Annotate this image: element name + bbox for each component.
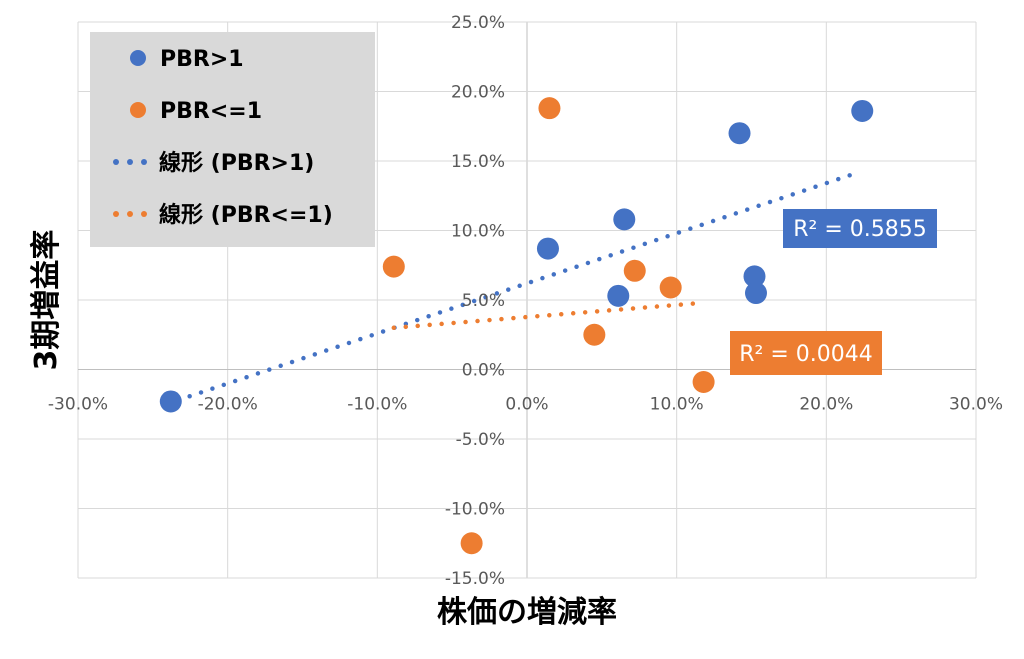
data-point-pbr-gt-1 bbox=[613, 208, 636, 231]
y-tick-label: 25.0% bbox=[451, 13, 505, 33]
trendline-orange bbox=[391, 300, 706, 331]
y-tick-label: 10.0% bbox=[451, 222, 505, 242]
data-point-pbr-le-1 bbox=[692, 371, 715, 394]
data-point-pbr-gt-1 bbox=[728, 122, 751, 145]
x-tick-label: 10.0% bbox=[650, 395, 704, 415]
legend-line-marker bbox=[127, 159, 133, 165]
y-tick-label: -10.0% bbox=[445, 500, 505, 520]
legend-label: 線形 (PBR>1) bbox=[159, 150, 314, 176]
y-tick-label: 15.0% bbox=[451, 152, 505, 172]
y-tick-label: -15.0% bbox=[445, 569, 505, 589]
legend-line-marker bbox=[141, 211, 147, 217]
y-tick-label: 5.0% bbox=[462, 291, 505, 311]
data-point-pbr-gt-1 bbox=[744, 282, 767, 305]
y-tick-label: -5.0% bbox=[456, 430, 505, 450]
legend-label: PBR<=1 bbox=[160, 99, 262, 124]
legend-label: 線形 (PBR<=1) bbox=[159, 202, 333, 228]
r2-label-box-blue bbox=[783, 209, 937, 248]
data-point-pbr-le-1 bbox=[460, 532, 483, 555]
legend-line-marker bbox=[113, 159, 119, 165]
trendline-blue bbox=[176, 169, 862, 403]
y-tick-label: 0.0% bbox=[462, 361, 505, 381]
r2-label-blue: R² = 0.5855 bbox=[793, 217, 927, 242]
y-tick-label: 20.0% bbox=[451, 83, 505, 103]
legend-marker bbox=[130, 50, 146, 66]
data-point-pbr-gt-1 bbox=[851, 99, 874, 122]
data-point-pbr-le-1 bbox=[538, 97, 561, 120]
data-point-pbr-gt-1 bbox=[159, 390, 182, 413]
data-point-pbr-le-1 bbox=[583, 323, 606, 346]
data-point-pbr-le-1 bbox=[382, 255, 405, 278]
x-tick-label: -10.0% bbox=[347, 395, 407, 415]
x-tick-label: -20.0% bbox=[198, 395, 258, 415]
x-tick-label: 20.0% bbox=[799, 395, 853, 415]
x-axis-title: 株価の増減率 bbox=[437, 595, 617, 630]
data-point-pbr-gt-1 bbox=[607, 284, 630, 307]
data-point-pbr-gt-1 bbox=[743, 265, 766, 288]
r2-label-orange: R² = 0.0044 bbox=[739, 342, 873, 367]
legend-box bbox=[90, 32, 375, 247]
legend-line-marker bbox=[141, 159, 147, 165]
r2-label-box-orange bbox=[730, 331, 882, 375]
data-point-pbr-gt-1 bbox=[536, 237, 559, 260]
legend-line-marker bbox=[127, 211, 133, 217]
x-tick-label: -30.0% bbox=[48, 395, 108, 415]
legend-line-marker bbox=[113, 211, 119, 217]
data-point-pbr-le-1 bbox=[659, 276, 682, 299]
data-point-pbr-le-1 bbox=[623, 259, 646, 282]
x-tick-label: 30.0% bbox=[949, 395, 1003, 415]
y-axis-title: 3期増益率 bbox=[29, 230, 64, 371]
legend-marker bbox=[130, 102, 146, 118]
legend-label: PBR>1 bbox=[160, 47, 244, 72]
x-tick-label: 0.0% bbox=[505, 395, 548, 415]
